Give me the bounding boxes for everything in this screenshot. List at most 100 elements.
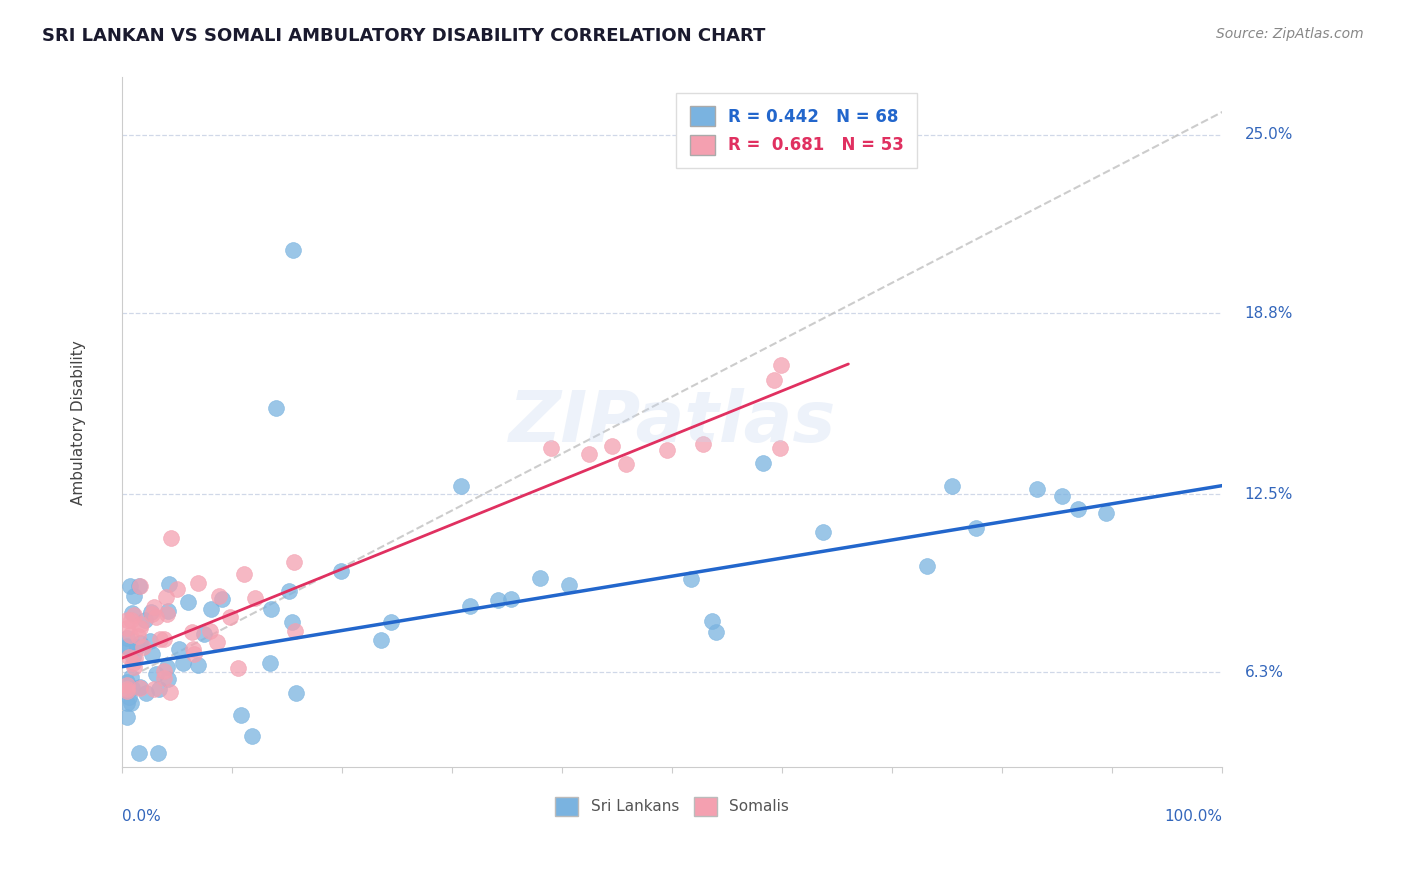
Point <box>139 605 162 619</box>
Point <box>115 681 138 696</box>
Point <box>153 672 176 686</box>
Point <box>149 632 172 646</box>
Point <box>153 664 176 678</box>
Point <box>121 681 143 695</box>
Point <box>915 559 938 574</box>
Text: Source: ZipAtlas.com: Source: ZipAtlas.com <box>1216 27 1364 41</box>
Point <box>232 566 254 581</box>
Text: SRI LANKAN VS SOMALI AMBULATORY DISABILITY CORRELATION CHART: SRI LANKAN VS SOMALI AMBULATORY DISABILI… <box>42 27 765 45</box>
Point <box>132 640 155 654</box>
Point <box>128 629 150 643</box>
Point <box>122 589 145 603</box>
Point <box>122 650 145 665</box>
Point <box>965 521 987 535</box>
Point <box>146 746 169 760</box>
Point <box>529 571 551 585</box>
Point <box>118 579 141 593</box>
Point <box>657 442 679 457</box>
Point <box>283 556 305 570</box>
Point <box>266 401 288 415</box>
Point <box>284 686 307 700</box>
Point <box>145 667 167 681</box>
Point <box>156 660 179 674</box>
Point <box>281 615 304 630</box>
Text: 18.8%: 18.8% <box>1244 306 1292 320</box>
Point <box>120 697 142 711</box>
Text: 0.0%: 0.0% <box>122 809 162 823</box>
Point <box>115 710 138 724</box>
Point <box>131 616 153 631</box>
Point <box>329 564 352 578</box>
Point <box>139 634 162 648</box>
Point <box>769 441 792 455</box>
Point <box>129 636 152 650</box>
Point <box>115 684 138 698</box>
Point <box>124 651 146 665</box>
Point <box>156 673 179 687</box>
Point <box>207 635 229 649</box>
Point <box>540 441 562 455</box>
Point <box>157 576 180 591</box>
Point <box>129 680 152 694</box>
Point <box>208 589 231 603</box>
Point <box>811 525 834 540</box>
Point <box>187 658 209 673</box>
Point <box>380 615 402 629</box>
Point <box>1067 502 1090 516</box>
Point <box>941 479 963 493</box>
Point <box>260 601 283 615</box>
Point <box>141 648 163 662</box>
Point <box>614 457 637 471</box>
Point <box>128 746 150 760</box>
Point <box>122 607 145 622</box>
Point <box>172 656 194 670</box>
Point <box>115 639 138 653</box>
Point <box>160 531 183 545</box>
Point <box>284 624 307 638</box>
Point <box>1095 507 1118 521</box>
Point <box>176 595 198 609</box>
Point <box>231 708 253 723</box>
Point <box>240 729 263 743</box>
Point <box>219 610 242 624</box>
Point <box>700 614 723 628</box>
Point <box>180 624 202 639</box>
Point <box>183 642 205 657</box>
Point <box>558 578 581 592</box>
Point <box>679 572 702 586</box>
Point <box>121 606 143 620</box>
Point <box>115 675 138 690</box>
Text: ZIPatlas: ZIPatlas <box>509 388 837 457</box>
Point <box>122 656 145 670</box>
Point <box>115 640 138 654</box>
Point <box>704 625 727 640</box>
Text: 6.3%: 6.3% <box>1244 665 1284 680</box>
Point <box>211 592 233 607</box>
Point <box>486 592 509 607</box>
Point <box>117 631 139 645</box>
Point <box>245 591 267 605</box>
Point <box>198 624 221 638</box>
Point <box>120 613 142 627</box>
Point <box>122 659 145 673</box>
Point <box>1026 482 1049 496</box>
Point <box>600 439 623 453</box>
Point <box>458 599 481 614</box>
Point <box>148 681 170 696</box>
Point <box>166 582 188 596</box>
Point <box>752 456 775 470</box>
Point <box>578 447 600 461</box>
Point <box>115 696 138 710</box>
Point <box>226 661 249 675</box>
Point <box>278 583 301 598</box>
Point <box>145 609 167 624</box>
Point <box>143 681 166 696</box>
Point <box>128 621 150 635</box>
Point <box>153 632 176 647</box>
Point <box>120 671 142 685</box>
Point <box>135 686 157 700</box>
Point <box>762 373 785 387</box>
Point <box>117 650 139 665</box>
Point <box>187 576 209 591</box>
Point <box>281 243 304 257</box>
